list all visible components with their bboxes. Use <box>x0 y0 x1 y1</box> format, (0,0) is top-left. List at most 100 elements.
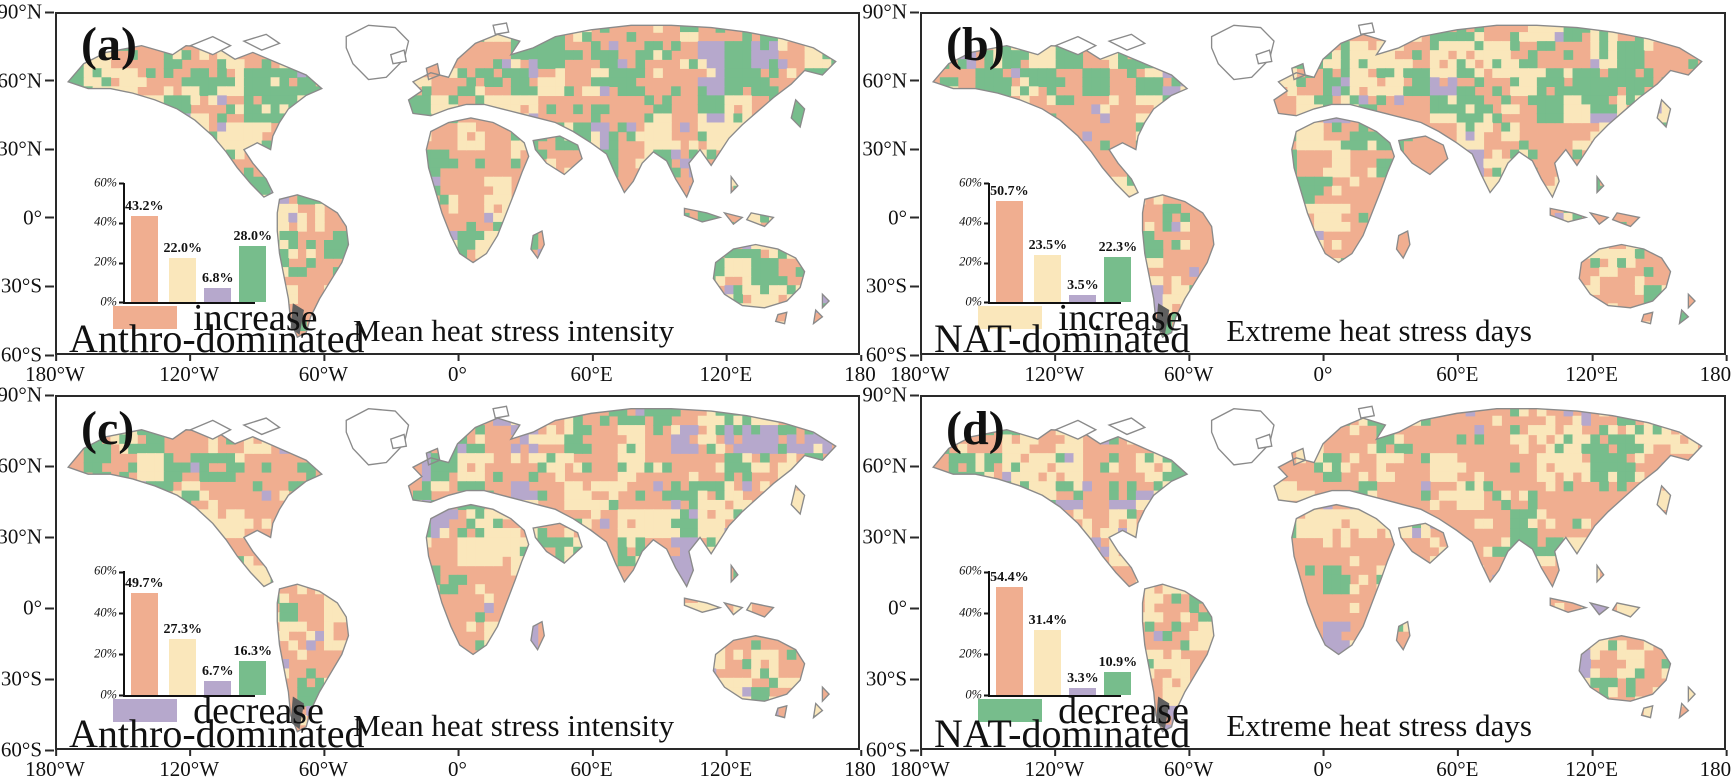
legend-swatch <box>978 699 1043 723</box>
lon-tick-label: 60°W <box>1164 355 1214 386</box>
lat-tick-label: 30°S <box>0 666 55 691</box>
lat-tick-label: 60°N <box>0 454 54 479</box>
panel-label: (a) <box>81 18 137 72</box>
inset-bar-chart: 0% 20% 40% 60% 49.7% 27.3% 6.7% <box>83 558 272 701</box>
lat-tick-label: 90°N <box>0 383 54 408</box>
inset-ytick-label: 20% <box>948 646 990 661</box>
latitude-axis: 90°N 60°N 30°N 0° 30°S 60°S <box>862 0 920 367</box>
bar-anthro-decrease: 3.5% <box>1067 183 1099 302</box>
bar-series: 43.2% 22.0% 6.8% 28.0% <box>125 183 272 302</box>
legend-swatch <box>113 699 178 723</box>
inset-ytick-label: 0% <box>948 687 990 702</box>
legend-label: decrease <box>193 689 324 732</box>
lon-tick-label: 60°W <box>298 355 348 386</box>
lat-tick-label: 60°S <box>0 342 55 367</box>
lat-tick-label: 60°S <box>865 737 920 762</box>
attribution-group-label: NAT-dominated <box>934 316 1191 361</box>
bar <box>1069 688 1097 695</box>
map-title: Extreme heat stress days <box>1226 313 1532 348</box>
inset-ytick-label: 0% <box>83 294 125 309</box>
lon-tick-label: 180°E <box>1700 750 1731 782</box>
map-title: Mean heat stress intensity <box>352 708 675 743</box>
lat-tick-label: 30°S <box>865 666 920 691</box>
bar-value-label: 6.8% <box>202 271 234 287</box>
legend: increase <box>113 296 318 339</box>
bar-value-label: 3.5% <box>1067 277 1099 293</box>
lat-tick-label: 30°N <box>862 136 919 161</box>
bar <box>204 288 232 302</box>
lat-tick-label: 30°N <box>862 524 919 549</box>
lat-tick-label: 0° <box>23 205 54 230</box>
bar-value-label: 22.3% <box>1098 240 1138 256</box>
legend-swatch <box>978 306 1043 330</box>
bar-nat-decrease: 10.9% <box>1099 571 1137 695</box>
bar <box>239 661 267 695</box>
inset-bar-chart: 0% 20% 40% 60% 43.2% 22.0% 6.8% <box>85 170 272 308</box>
bar <box>1069 294 1097 302</box>
legend-label: increase <box>193 296 318 339</box>
lon-tick-label: 0° <box>448 750 467 781</box>
longitude-axis: 180°W 120°W 60°W 0° 60°E 120°E 180°E <box>890 355 1731 386</box>
lon-tick-label: 60°W <box>1164 750 1214 781</box>
bar-anthro-increase: 43.2% <box>125 183 164 302</box>
bar <box>995 587 1023 695</box>
bar <box>239 246 267 302</box>
lon-tick-label: 120°W <box>1024 355 1085 386</box>
inset-plot-area: 0% 20% 40% 60% 54.4% 31.4% 3.3% <box>959 564 1137 701</box>
bar <box>204 681 232 695</box>
panel-b: 90°N 60°N 30°N 0° 30°S 60°S (b) 0% 20% 4… <box>862 0 1731 386</box>
panel-a: 90°N 60°N 30°N 0° 30°S 60°S (a) 0% 20% 4… <box>0 0 876 386</box>
bar-value-label: 54.4% <box>990 570 1029 586</box>
inset-ytick-label: 60% <box>83 175 125 190</box>
bar-value-label: 3.3% <box>1067 671 1099 687</box>
lon-tick-label: 60°E <box>1436 750 1479 781</box>
latitude-axis: 90°N 60°N 30°N 0° 30°S 60°S <box>0 383 55 762</box>
bar-nat-decrease: 22.3% <box>1098 183 1138 302</box>
inset-ytick-label: 20% <box>948 255 990 270</box>
world-map <box>66 405 837 733</box>
lat-tick-label: 90°N <box>0 0 54 25</box>
inset-ytick-label: 60% <box>948 564 990 579</box>
lat-tick-label: 60°N <box>862 453 919 478</box>
bar-value-label: 50.7% <box>990 184 1029 200</box>
lat-tick-label: 60°N <box>0 68 54 93</box>
bar-value-label: 31.4% <box>1028 613 1068 629</box>
inset-ytick-label: 40% <box>948 605 990 620</box>
bar-value-label: 49.7% <box>125 575 164 591</box>
map-plot-area: (a) 0% 20% 40% 60% 43.2% 22.0% <box>55 12 860 359</box>
bar-value-label: 43.2% <box>125 199 164 215</box>
lon-tick-label: 60°W <box>298 750 348 781</box>
bar-series: 54.4% 31.4% 3.3% 10.9% <box>990 570 1137 695</box>
lon-tick-label: 120°E <box>699 750 753 781</box>
inset-ytick-label: 60% <box>83 564 125 579</box>
bar <box>995 201 1023 302</box>
world-map <box>66 22 837 339</box>
latitude-axis: 90°N 60°N 30°N 0° 30°S 60°S <box>0 0 55 367</box>
bar-value-label: 27.3% <box>163 621 203 637</box>
lat-tick-label: 60°S <box>865 342 920 367</box>
lat-tick-label: 60°S <box>0 737 55 762</box>
inset-plot-area: 0% 20% 40% 60% 43.2% 22.0% 6.8% <box>94 175 272 308</box>
lon-tick-label: 60°E <box>570 750 613 781</box>
lon-tick-label: 120°W <box>159 355 220 386</box>
lat-tick-label: 0° <box>888 595 919 620</box>
lon-tick-label: 180°W <box>25 355 85 386</box>
attribution-group-label: Anthro-dominated <box>69 316 365 361</box>
bar-value-label: 16.3% <box>233 644 273 660</box>
lon-tick-label: 0° <box>1313 750 1333 781</box>
lon-tick-label: 120°E <box>1565 750 1619 781</box>
lon-tick-label: 120°W <box>159 750 220 781</box>
map-plot-area: (d) 0% 20% 40% 60% 54.4% 31.4% <box>920 395 1726 754</box>
inset-ytick-label: 0% <box>83 687 125 702</box>
lon-tick-label: 180°W <box>890 750 950 781</box>
bar-nat-decrease: 28.0% <box>234 183 272 302</box>
bar-anthro-decrease: 6.7% <box>202 571 234 695</box>
inset-ytick-label: 60% <box>948 175 990 190</box>
lat-tick-label: 0° <box>23 595 54 620</box>
map-plot-area: (b) 0% 20% 40% 60% 50.7% 23.5% <box>920 12 1726 359</box>
lat-tick-label: 30°N <box>0 525 54 550</box>
bar-series: 49.7% 27.3% 6.7% 16.3% <box>125 571 272 695</box>
legend: increase <box>978 299 1183 337</box>
bar-anthro-decrease: 6.8% <box>202 183 234 302</box>
inset-bar-chart: 0% 20% 40% 60% 54.4% 31.4% 3.3% <box>950 558 1137 701</box>
